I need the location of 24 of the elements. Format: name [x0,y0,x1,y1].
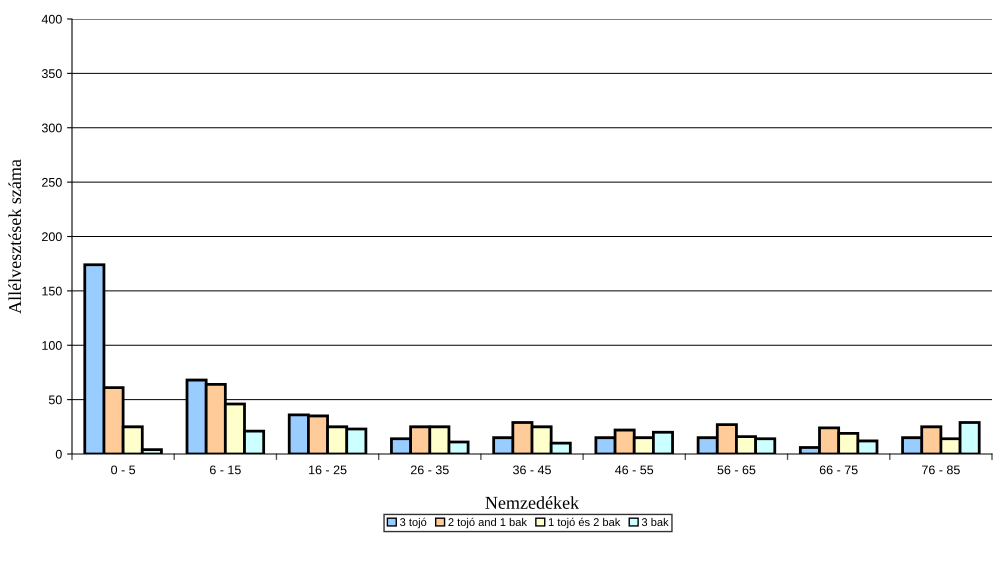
y-tick-label: 250 [42,178,62,187]
x-axis-title: Nemzedékek [485,496,580,509]
legend-label: 3 tojó [400,518,426,528]
y-tick-label: 200 [42,232,62,242]
y-axis-title: Allélvesztések száma [8,159,22,314]
legend-label: 2 tojó and 1 bak [448,518,527,528]
y-tick-label: 50 [48,395,62,404]
x-tick-label: 6 - 15 [210,465,241,474]
y-tick-label: 150 [42,286,62,296]
y-tick-label: 0 [56,450,62,459]
x-tick-label: 66 - 75 [820,465,858,474]
y-tick-label: 300 [42,124,62,132]
legend-label: 1 tojó és 2 bak [548,518,620,528]
x-tick-label: 76 - 85 [922,465,960,474]
x-tick-label: 0 - 5 [111,465,136,474]
x-tick-label: 56 - 65 [717,465,756,474]
y-tick-label: 350 [42,69,62,78]
x-tick-label: 36 - 45 [513,465,551,474]
y-tick-label: 400 [42,14,62,24]
x-tick-label: 26 - 35 [410,465,449,474]
x-tick-label: 46 - 55 [615,465,654,474]
x-tick-label: 16 - 25 [309,465,346,474]
legend-label: 3 bak [642,518,669,526]
y-tick-label: 100 [42,341,62,350]
